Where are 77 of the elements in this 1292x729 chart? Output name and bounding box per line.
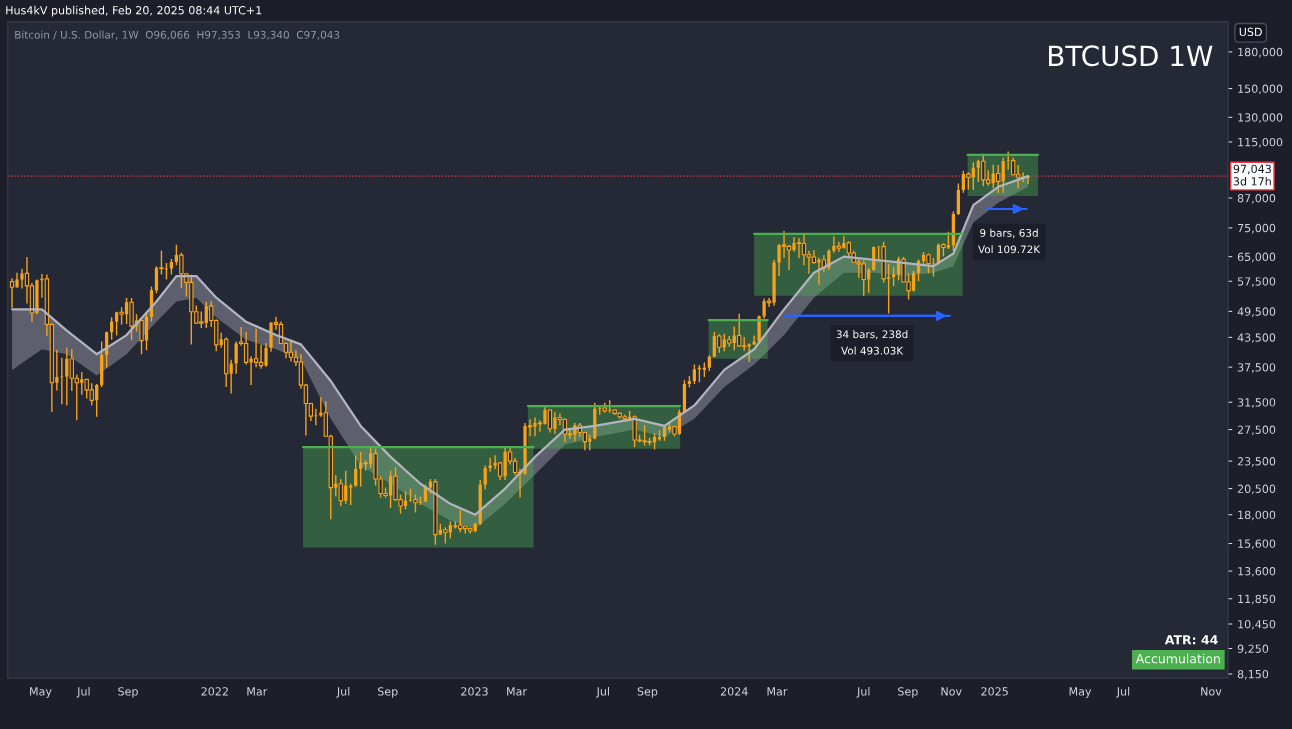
x-tick-label: Nov	[941, 687, 962, 696]
annotation: 34 bars, 238d Vol 493.03K	[836, 330, 908, 355]
candlestick	[349, 483, 353, 506]
candlestick	[737, 313, 742, 348]
y-tick-label: 9,250	[1237, 644, 1269, 655]
y-tick-label: 8,150	[1237, 669, 1269, 680]
y-tick-label: 43,500	[1237, 333, 1276, 343]
annotation: 9 bars, 63d Vol 109.72K	[978, 228, 1041, 254]
x-tick-label: Nov	[1201, 687, 1222, 696]
candlestick	[110, 316, 114, 341]
candlestick	[747, 342, 751, 363]
candlestick	[1015, 164, 1021, 190]
y-tick-label: 11,850	[1238, 594, 1276, 605]
candlestick	[796, 237, 802, 259]
x-tick-label: Jul	[596, 687, 609, 698]
candlestick	[288, 339, 294, 363]
x-tick-label: Jul	[76, 687, 90, 698]
x-tick-label: Sep	[637, 687, 658, 698]
x-tick-label: 2022	[201, 687, 228, 696]
y-tick-label: 23,500	[1237, 457, 1276, 467]
candlestick	[996, 164, 1001, 194]
y-tick-label: 75,000	[1237, 223, 1276, 234]
candlestick	[717, 333, 722, 354]
candlestick	[129, 297, 134, 341]
y-tick-label: 10,450	[1238, 619, 1276, 630]
x-tick-label: Sep	[118, 687, 138, 698]
candlestick	[781, 230, 787, 259]
y-tick-label: 37,500	[1237, 363, 1276, 373]
annotation: Bitcoin / U.S. Dollar, 1W O96,066 H97,353 L93,340 C97,043	[15, 30, 340, 40]
y-tick-label: 87,000	[1237, 194, 1276, 204]
x-tick-label: May	[30, 687, 52, 698]
text: Hus4kV published, Feb 20, 2025 08:44 UTC+1	[6, 5, 262, 17]
x-tick-label: May	[1069, 687, 1092, 698]
x-tick-label: 2024	[720, 687, 748, 696]
y-tick-label: 130,000	[1238, 113, 1283, 123]
candlestick	[832, 235, 836, 254]
y-tick-label: 57,500	[1237, 277, 1276, 287]
candlestick	[488, 457, 492, 473]
x-tick-label: Sep	[898, 687, 918, 698]
x-tick-label: Jul	[1116, 687, 1130, 698]
y-tick-label: 27,500	[1237, 425, 1276, 436]
ref-line-label: 97,043 3d 17h	[1233, 164, 1271, 186]
text: USD	[1239, 27, 1262, 37]
candlestick	[786, 244, 792, 271]
y-tick-label: 65,000	[1237, 252, 1276, 263]
y-tick-label: 20,500	[1237, 484, 1276, 495]
y-tick-label: 15,600	[1238, 539, 1276, 549]
y-tick-label: 49,500	[1237, 307, 1276, 317]
y-tick-label: 13,600	[1238, 567, 1276, 577]
annotation: Accumulation	[1135, 653, 1220, 664]
x-tick-label: Sep	[377, 687, 398, 698]
x-tick-label: 2023	[461, 687, 488, 696]
x-tick-label: Mar	[507, 687, 527, 696]
candlestick	[139, 319, 144, 355]
candlestick	[338, 478, 343, 507]
candlestick	[692, 363, 697, 385]
candlestick	[65, 347, 69, 407]
candlestick	[253, 328, 259, 368]
annotation: ATR: 44	[1164, 635, 1218, 645]
candlestick	[547, 408, 553, 434]
y-tick-label: 150,000	[1238, 84, 1283, 95]
candlestick	[483, 464, 487, 491]
x-tick-label: 2025	[981, 687, 1008, 696]
candlestick	[891, 266, 896, 287]
y-tick-label: 18,000	[1238, 510, 1276, 521]
y-tick-label: 31,500	[1237, 398, 1276, 408]
y-tick-label: 115,000	[1238, 137, 1283, 148]
candlestick	[354, 454, 358, 488]
x-tick-label: Jul	[336, 687, 350, 698]
x-tick-label: Jul	[856, 687, 870, 698]
y-tick-label: 180,000	[1238, 47, 1283, 58]
candlestick	[229, 359, 233, 395]
x-tick-label: Mar	[767, 687, 788, 696]
candlestick	[243, 331, 249, 366]
x-tick-label: Mar	[247, 687, 268, 696]
text: BTCUSD 1W	[1049, 45, 1213, 67]
candlestick	[801, 233, 807, 266]
